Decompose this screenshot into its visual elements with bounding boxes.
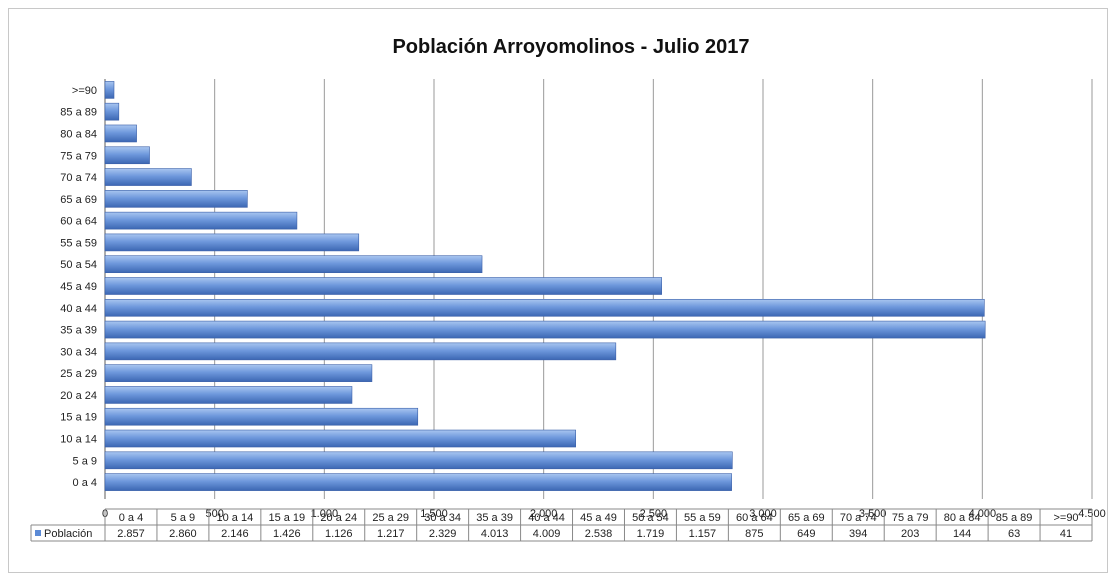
data-table: Población 0 a 4 2.857 5 a 9 2.860 10 a 14 2.14… — [30, 508, 1093, 542]
table-value-cell: 1.426 — [273, 528, 301, 540]
table-value-cell: 2.146 — [221, 528, 249, 540]
table-header-cell: 70 a 74 — [840, 512, 877, 524]
category-label: >=90 — [72, 85, 97, 97]
bars — [104, 81, 986, 491]
bar — [104, 386, 353, 404]
table-value-cell: 203 — [901, 528, 919, 540]
bar — [104, 407, 419, 426]
bar — [104, 320, 986, 339]
bar — [104, 298, 985, 317]
table-header-cell: 5 a 9 — [171, 512, 195, 524]
category-label: 50 a 54 — [60, 259, 97, 271]
table-header-cell: 45 a 49 — [580, 512, 617, 524]
bar — [104, 124, 137, 143]
bar — [104, 429, 576, 448]
category-label: 70 a 74 — [60, 172, 97, 184]
category-label: 45 a 49 — [60, 281, 97, 293]
bar — [104, 364, 373, 382]
bar — [104, 451, 733, 470]
bar — [104, 277, 662, 295]
table-header-cell: 55 a 59 — [684, 512, 721, 524]
table-value-cell: 1.157 — [689, 528, 717, 540]
bar — [104, 168, 192, 186]
chart-title: Población Arroyomolinos - Julio 2017 — [392, 36, 749, 58]
table-value-cell: 649 — [797, 528, 815, 540]
x-tick-label: 1.000 — [311, 508, 339, 520]
table-header-cell: 25 a 29 — [372, 512, 409, 524]
bar — [104, 102, 120, 121]
table-header-cell: 60 a 64 — [736, 512, 773, 524]
category-label: 65 a 69 — [60, 194, 97, 206]
table-header-cell: 35 a 39 — [476, 512, 513, 524]
bar — [104, 255, 483, 274]
bar-chart: Población Arroyomolinos - Julio 2017 0 a… — [30, 36, 1106, 542]
category-label: 30 a 34 — [60, 346, 97, 358]
table-header-cell: 10 a 14 — [217, 512, 254, 524]
x-tick-label: 2.500 — [640, 508, 668, 520]
table-value-cell: 144 — [953, 528, 971, 540]
x-tick-label: 500 — [205, 508, 223, 520]
table-value-cell: 1.719 — [637, 528, 665, 540]
table-header-cell: 20 a 24 — [320, 512, 357, 524]
x-tick-label: 4.000 — [969, 508, 997, 520]
bar — [104, 81, 115, 99]
table-header-cell: 65 a 69 — [788, 512, 825, 524]
table-value-cell: 2.329 — [429, 528, 457, 540]
legend-swatch — [35, 530, 41, 536]
x-tick-label: 2.000 — [530, 508, 558, 520]
table-header-cell: 0 a 4 — [119, 512, 143, 524]
table-value-cell: 2.857 — [117, 528, 145, 540]
bar — [104, 233, 360, 252]
category-label: 75 a 79 — [60, 150, 97, 162]
x-tick-label: 3.500 — [859, 508, 887, 520]
category-label: 35 a 39 — [60, 325, 97, 337]
table-header-cell: 80 a 84 — [944, 512, 981, 524]
bar — [104, 473, 732, 491]
category-label: 40 a 44 — [60, 303, 97, 315]
category-label: 55 a 59 — [60, 237, 97, 249]
category-label: 0 a 4 — [73, 477, 97, 489]
table-header-cell: 15 a 19 — [268, 512, 305, 524]
table-value-cell: 4.009 — [533, 528, 561, 540]
category-label: 85 a 89 — [60, 107, 97, 119]
bar — [104, 146, 150, 165]
table-header-cell: 30 a 34 — [424, 512, 461, 524]
category-label: 10 a 14 — [60, 434, 97, 446]
category-label: 25 a 29 — [60, 368, 97, 380]
bar — [104, 190, 248, 208]
x-tick-label: 1.500 — [420, 508, 448, 520]
legend-label: Población — [44, 528, 92, 540]
category-label: 60 a 64 — [60, 216, 97, 228]
table-value-cell: 394 — [849, 528, 867, 540]
table-value-cell: 63 — [1008, 528, 1020, 540]
category-label: 5 a 9 — [73, 455, 97, 467]
table-value-cell: 41 — [1060, 528, 1072, 540]
table-value-cell: 1.217 — [377, 528, 405, 540]
table-header-cell: 40 a 44 — [528, 512, 565, 524]
category-labels: 0 a 4 5 a 9 10 a 14 15 a 19 20 a 24 25 a 29 30… — [60, 85, 97, 489]
table-header-cell: 75 a 79 — [892, 512, 929, 524]
table-value-cell: 1.126 — [325, 528, 353, 540]
x-tick-label: 3.000 — [749, 508, 777, 520]
category-label: 80 a 84 — [60, 128, 97, 140]
chart-frame: Población Arroyomolinos - Julio 2017 0 a… — [8, 8, 1108, 573]
table-header-cell: 50 a 54 — [632, 512, 669, 524]
table-value-cell: 2.860 — [169, 528, 197, 540]
table-header-cell: >=90 — [1053, 512, 1078, 524]
table-header-cell: 85 a 89 — [996, 512, 1033, 524]
category-label: 20 a 24 — [60, 390, 97, 402]
bar — [104, 342, 617, 361]
category-label: 15 a 19 — [60, 412, 97, 424]
table-value-cell: 875 — [745, 528, 763, 540]
bar — [104, 211, 298, 230]
table-value-cell: 2.538 — [585, 528, 613, 540]
table-value-cell: 4.013 — [481, 528, 509, 540]
